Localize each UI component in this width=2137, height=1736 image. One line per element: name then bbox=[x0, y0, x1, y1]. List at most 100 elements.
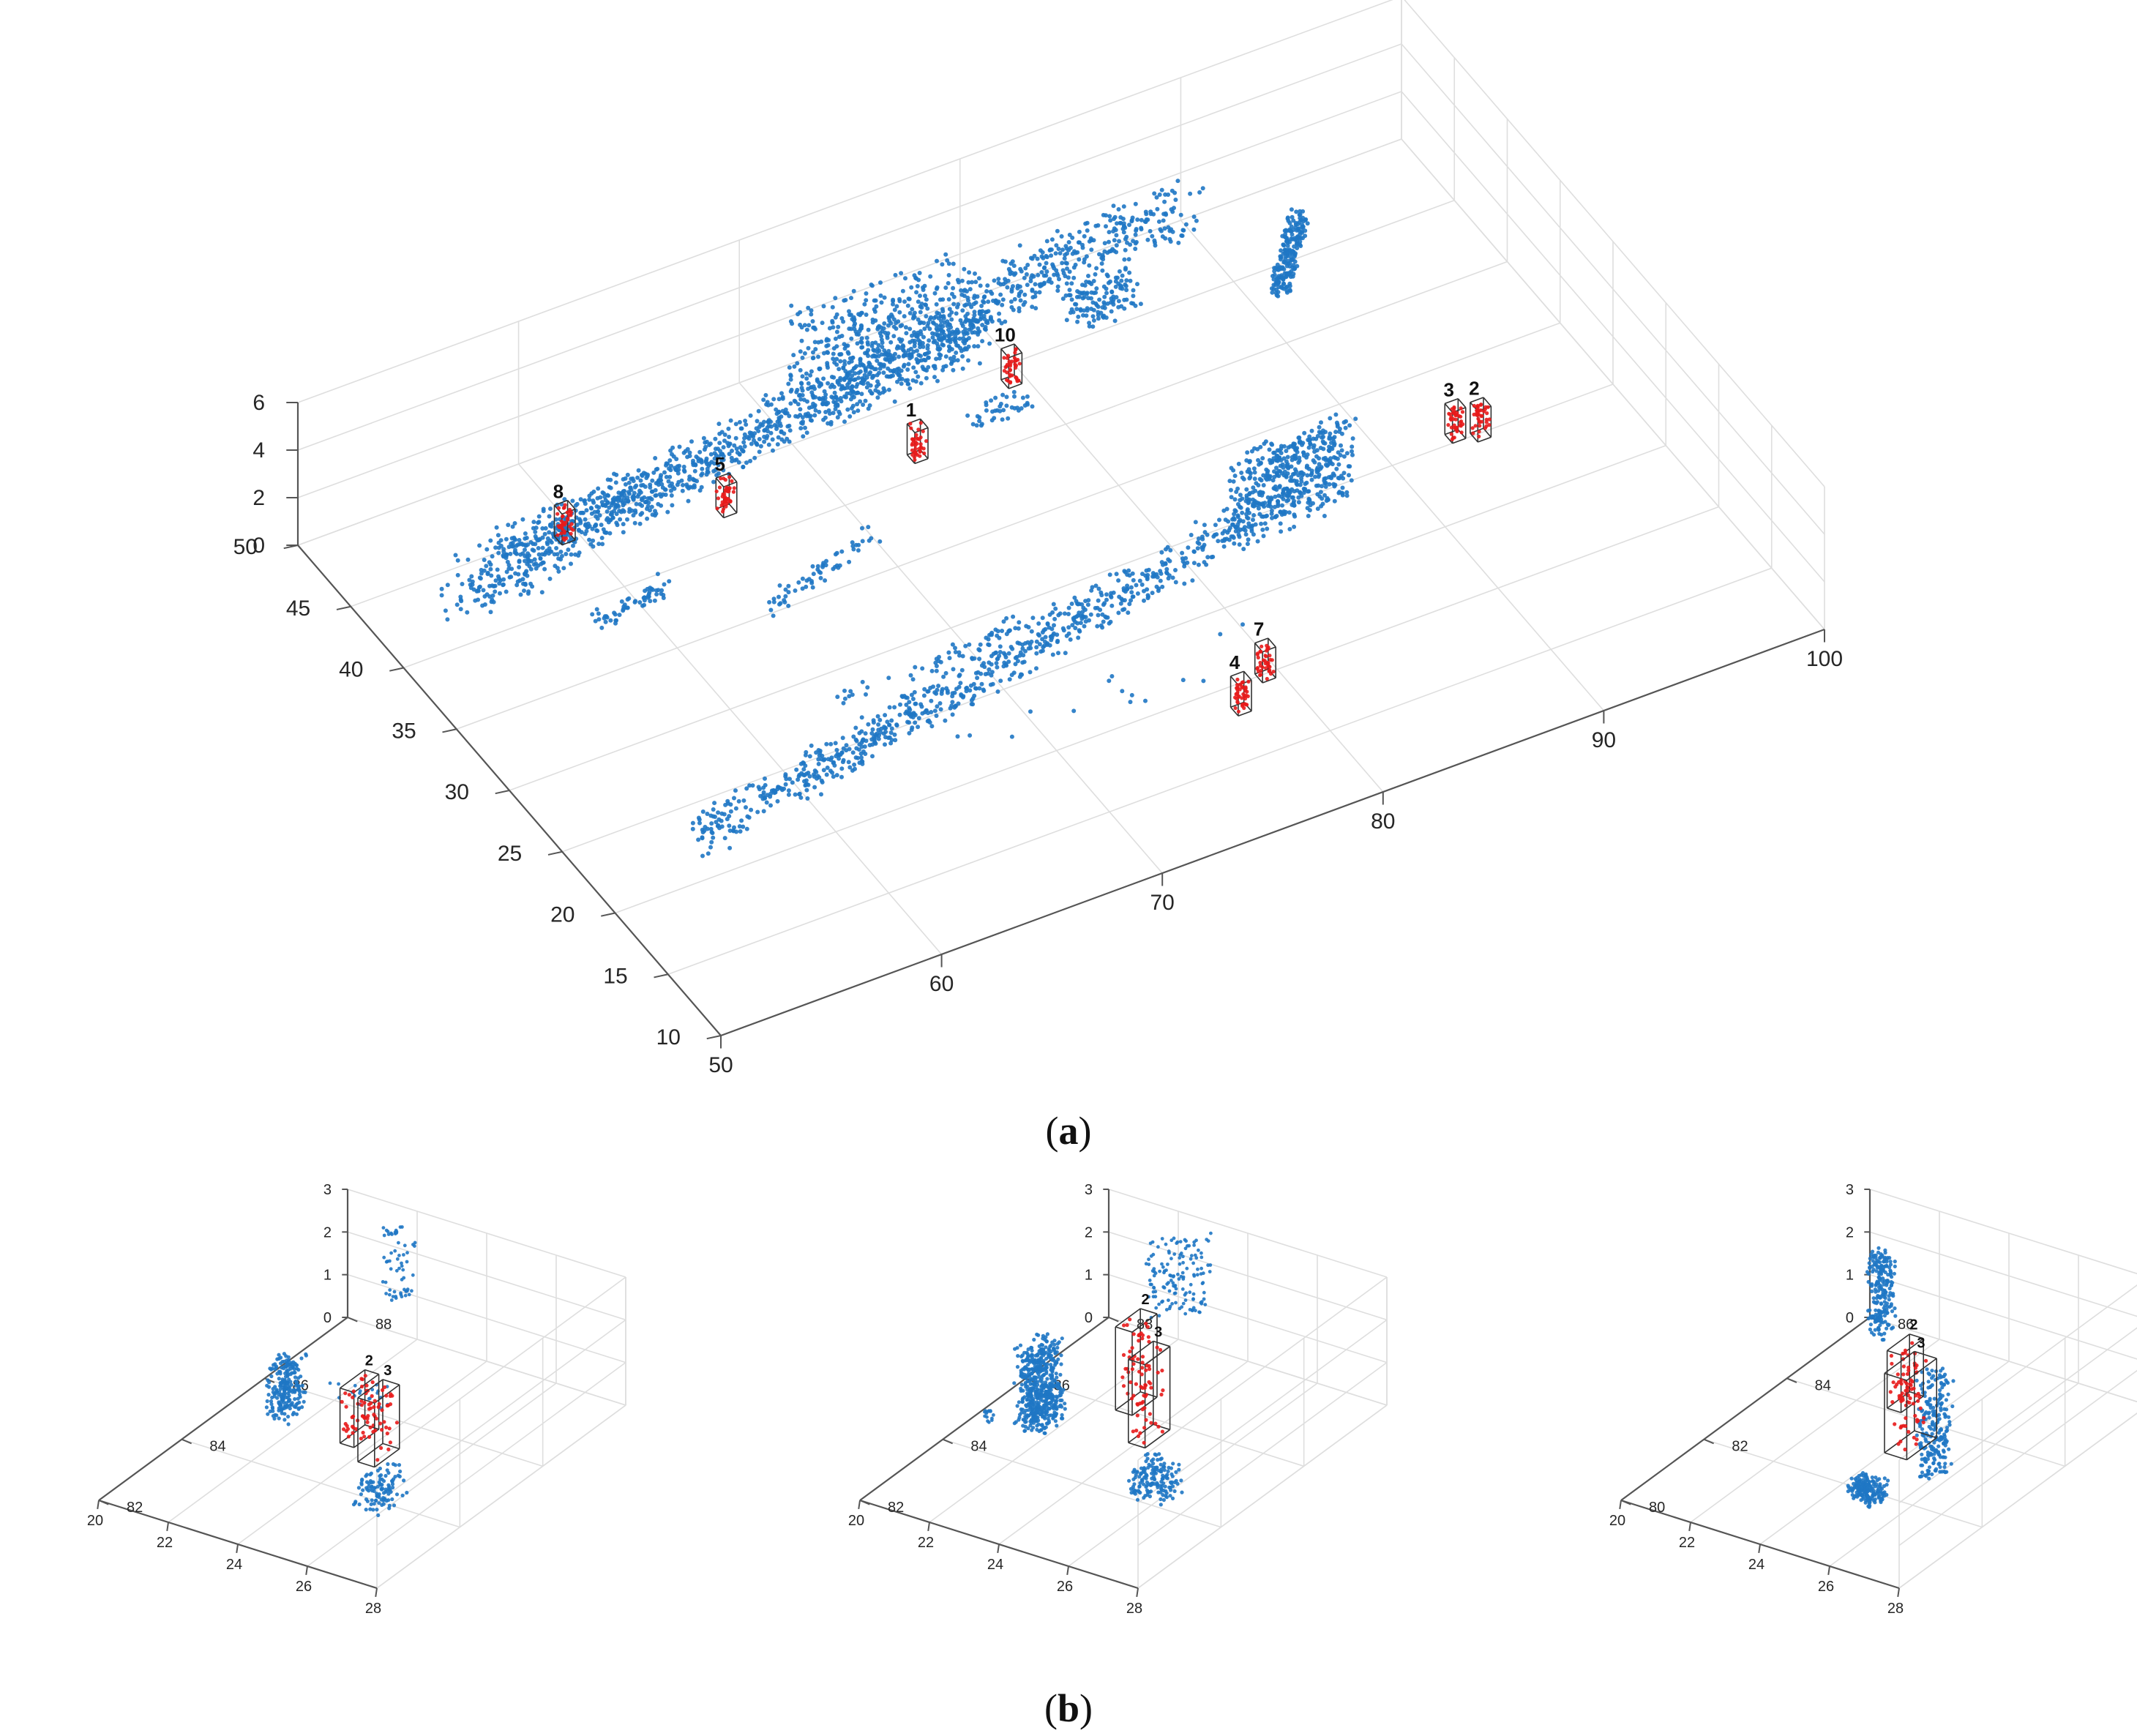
point bbox=[1037, 642, 1042, 647]
point bbox=[932, 291, 937, 296]
point bbox=[886, 323, 891, 328]
point bbox=[1101, 602, 1106, 607]
object-point bbox=[359, 1399, 364, 1403]
point bbox=[889, 726, 894, 731]
point bbox=[821, 376, 826, 381]
object-point bbox=[1005, 356, 1009, 360]
point bbox=[1269, 512, 1274, 516]
object-point bbox=[732, 486, 736, 490]
point bbox=[548, 522, 553, 527]
point bbox=[1060, 247, 1065, 252]
point bbox=[1133, 303, 1138, 308]
point bbox=[690, 476, 695, 482]
point bbox=[750, 783, 755, 788]
panel-a-y-tick-mark bbox=[389, 667, 404, 672]
point bbox=[831, 384, 837, 389]
point bbox=[790, 780, 795, 785]
point bbox=[943, 670, 948, 676]
point bbox=[929, 710, 934, 714]
point bbox=[1295, 488, 1300, 493]
point bbox=[1282, 512, 1287, 517]
point bbox=[373, 1486, 377, 1490]
point bbox=[904, 331, 909, 336]
point bbox=[1269, 441, 1274, 446]
point bbox=[1066, 612, 1071, 616]
point bbox=[1275, 262, 1280, 267]
point bbox=[928, 274, 933, 279]
object-point bbox=[1450, 437, 1454, 442]
point bbox=[377, 1501, 381, 1505]
point bbox=[599, 523, 604, 528]
point bbox=[1043, 635, 1048, 640]
point bbox=[1002, 660, 1007, 665]
point bbox=[387, 1484, 392, 1489]
point bbox=[887, 705, 892, 710]
panel-b2-y-tick-label: 82 bbox=[888, 1500, 904, 1516]
point bbox=[559, 553, 564, 558]
point bbox=[728, 418, 733, 423]
point bbox=[846, 351, 851, 356]
point bbox=[844, 394, 848, 400]
point bbox=[669, 493, 674, 498]
point bbox=[741, 798, 746, 803]
point bbox=[755, 419, 760, 424]
point bbox=[773, 790, 778, 795]
object-point bbox=[1004, 378, 1009, 382]
point bbox=[1347, 423, 1352, 428]
panel-a-object-8: 8 bbox=[553, 480, 576, 546]
panel-b2-axes-box bbox=[859, 1189, 1388, 1590]
point bbox=[1066, 293, 1071, 298]
point bbox=[411, 1243, 415, 1246]
point bbox=[893, 272, 898, 277]
point bbox=[758, 793, 763, 798]
point bbox=[1052, 623, 1056, 628]
point bbox=[916, 317, 921, 322]
point bbox=[539, 590, 544, 595]
panel-b1-x-tick-label: 22 bbox=[157, 1535, 173, 1551]
point bbox=[1108, 619, 1113, 624]
object-point bbox=[1010, 373, 1014, 378]
object-point bbox=[566, 517, 570, 522]
point bbox=[1327, 435, 1332, 439]
object-point bbox=[913, 450, 918, 454]
point bbox=[891, 302, 895, 307]
point bbox=[578, 510, 583, 515]
bbox-edge bbox=[728, 504, 738, 514]
point bbox=[820, 396, 826, 400]
point bbox=[1041, 281, 1047, 286]
object-point bbox=[913, 440, 918, 444]
point bbox=[692, 468, 697, 474]
point bbox=[513, 571, 518, 576]
point bbox=[1294, 481, 1299, 486]
object-point bbox=[1459, 406, 1463, 411]
point bbox=[1133, 232, 1138, 237]
point bbox=[788, 401, 793, 406]
point bbox=[783, 594, 788, 599]
point bbox=[859, 310, 864, 315]
point bbox=[840, 736, 845, 741]
point bbox=[1270, 478, 1276, 483]
point bbox=[934, 714, 939, 718]
point bbox=[514, 583, 520, 588]
object-point bbox=[922, 451, 927, 456]
object-point bbox=[1002, 356, 1006, 360]
point bbox=[1069, 297, 1074, 302]
panel-b1-x-tick-label: 28 bbox=[365, 1601, 381, 1617]
point bbox=[1271, 277, 1276, 282]
point bbox=[1281, 259, 1287, 264]
point bbox=[995, 689, 1000, 694]
point bbox=[1304, 465, 1309, 470]
point bbox=[915, 348, 919, 353]
object-point bbox=[351, 1389, 356, 1393]
point bbox=[1057, 277, 1061, 282]
point bbox=[1104, 592, 1109, 597]
point bbox=[990, 409, 995, 414]
point bbox=[382, 1255, 386, 1260]
object-point bbox=[384, 1393, 389, 1398]
point bbox=[1278, 463, 1283, 468]
point bbox=[1130, 594, 1135, 599]
object-point bbox=[1014, 358, 1018, 362]
point bbox=[496, 540, 501, 545]
point bbox=[1048, 635, 1053, 639]
point bbox=[830, 304, 835, 310]
